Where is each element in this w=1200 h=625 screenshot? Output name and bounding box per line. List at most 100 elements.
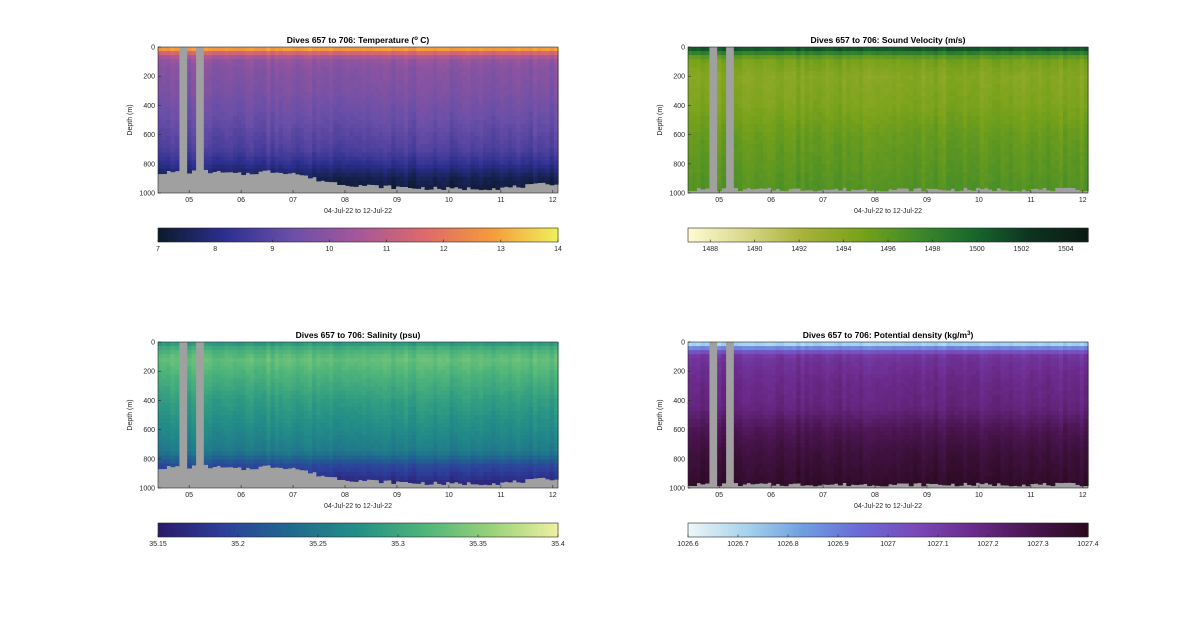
heatmap-cell — [813, 96, 818, 101]
heatmap-cell — [316, 132, 321, 137]
heatmap-cell — [788, 79, 793, 84]
heatmap-cell — [212, 148, 217, 153]
heatmap-cell — [759, 104, 764, 109]
heatmap-cell — [546, 152, 551, 157]
heatmap-cell — [404, 100, 409, 105]
heatmap-cell — [391, 96, 396, 101]
heatmap-cell — [291, 132, 296, 137]
heatmap-cell — [692, 84, 697, 89]
heatmap-cell — [826, 79, 831, 84]
heatmap-cell — [162, 71, 167, 76]
heatmap-cell — [491, 144, 496, 149]
heatmap-cell — [767, 152, 772, 157]
heatmap-cell — [734, 165, 739, 170]
heatmap-cell — [788, 132, 793, 137]
heatmap-cell — [187, 132, 192, 137]
heatmap-cell — [751, 181, 756, 186]
heatmap-cell — [321, 132, 326, 137]
heatmap-cell — [383, 63, 388, 68]
heatmap-cell — [446, 181, 451, 186]
heatmap-cell — [316, 55, 321, 60]
heatmap-cell — [158, 71, 163, 76]
heatmap-cell — [279, 75, 284, 80]
heatmap-cell — [333, 104, 338, 109]
heatmap-cell — [425, 152, 430, 157]
heatmap-cell — [262, 59, 267, 64]
heatmap-cell — [391, 108, 396, 113]
heatmap-cell — [229, 157, 234, 162]
heatmap-cell — [550, 124, 555, 129]
heatmap-cell — [421, 67, 426, 72]
heatmap-cell — [300, 59, 305, 64]
heatmap-cell — [466, 161, 471, 166]
heatmap-cell — [346, 136, 351, 141]
heatmap-cell — [692, 144, 697, 149]
heatmap-cell — [788, 161, 793, 166]
heatmap-cell — [321, 67, 326, 72]
heatmap-cell — [855, 177, 860, 182]
heatmap-cell — [734, 51, 739, 56]
heatmap-cell — [525, 157, 530, 162]
heatmap-cell — [221, 144, 226, 149]
heatmap-cell — [400, 152, 405, 157]
heatmap-cell — [788, 144, 793, 149]
heatmap-cell — [375, 59, 380, 64]
heatmap-cell — [383, 128, 388, 133]
heatmap-cell — [771, 55, 776, 60]
heatmap-cell — [901, 165, 906, 170]
heatmap-cell — [187, 124, 192, 129]
heatmap-cell — [867, 96, 872, 101]
heatmap-cell — [416, 165, 421, 170]
heatmap-cell — [767, 161, 772, 166]
heatmap-cell — [516, 88, 521, 93]
heatmap-cell — [742, 165, 747, 170]
heatmap-cell — [487, 92, 492, 97]
heatmap-cell — [175, 104, 180, 109]
heatmap-cell — [888, 116, 893, 121]
heatmap-cell — [400, 181, 405, 186]
heatmap-cell — [300, 100, 305, 105]
heatmap-cell — [229, 116, 234, 121]
heatmap-cell — [892, 92, 897, 97]
heatmap-cell — [229, 100, 234, 105]
heatmap-cell — [191, 116, 196, 121]
heatmap-cell — [884, 71, 889, 76]
heatmap-cell — [391, 140, 396, 145]
heatmap-cell — [191, 104, 196, 109]
heatmap-cell — [237, 104, 242, 109]
heatmap-cell — [279, 116, 284, 121]
heatmap-cell — [437, 185, 442, 189]
heatmap-cell — [792, 71, 797, 76]
heatmap-cell — [329, 132, 334, 137]
heatmap-cell — [158, 100, 163, 105]
heatmap-cell — [333, 161, 338, 166]
heatmap-cell — [751, 47, 756, 52]
heatmap-cell — [275, 124, 280, 129]
heatmap-cell — [450, 47, 455, 52]
heatmap-cell — [525, 79, 530, 84]
heatmap-cell — [846, 112, 851, 117]
heatmap-cell — [262, 104, 267, 109]
heatmap-cell — [254, 124, 259, 129]
heatmap-cell — [221, 71, 226, 76]
heatmap-cell — [780, 88, 785, 93]
heatmap-cell — [746, 181, 751, 186]
heatmap-cell — [204, 152, 209, 157]
heatmap-cell — [696, 136, 701, 141]
heatmap-cell — [537, 161, 542, 166]
heatmap-cell — [751, 177, 756, 182]
heatmap-cell — [696, 124, 701, 129]
heatmap-cell — [221, 55, 226, 60]
heatmap-cell — [742, 152, 747, 157]
heatmap-cell — [441, 144, 446, 149]
heatmap-cell — [458, 140, 463, 145]
heatmap-cell — [742, 181, 747, 186]
heatmap-cell — [258, 112, 263, 117]
heatmap-cell — [805, 47, 810, 52]
heatmap-cell — [755, 92, 760, 97]
heatmap-cell — [734, 75, 739, 80]
heatmap-cell — [312, 165, 317, 170]
heatmap-cell — [458, 96, 463, 101]
heatmap-cell — [742, 84, 747, 89]
heatmap-cell — [400, 104, 405, 109]
